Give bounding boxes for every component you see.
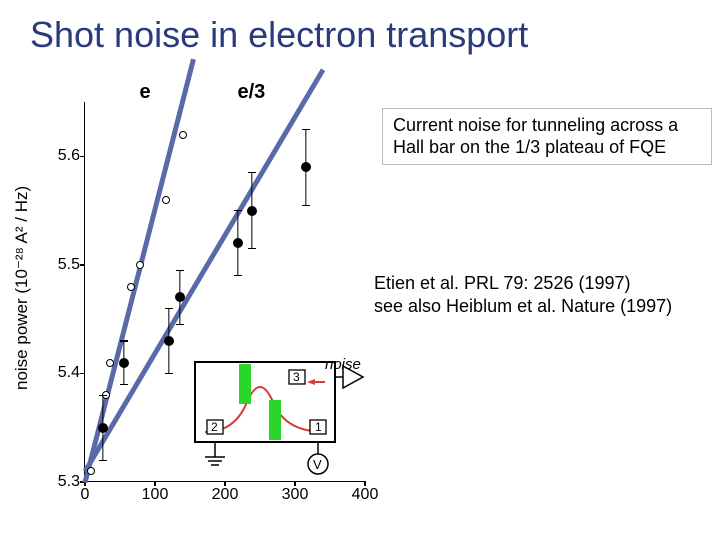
data-point-open bbox=[106, 359, 114, 367]
data-point-filled bbox=[98, 423, 108, 433]
y-tick-label: 5.6 bbox=[40, 147, 80, 165]
data-point-filled bbox=[233, 238, 243, 248]
x-tick-label: 400 bbox=[352, 486, 379, 504]
svg-text:1: 1 bbox=[315, 420, 322, 434]
svg-text:V: V bbox=[313, 457, 322, 472]
data-point-open bbox=[162, 196, 170, 204]
data-point-filled bbox=[164, 336, 174, 346]
y-tick-label: 5.3 bbox=[40, 473, 80, 491]
scatter-chart: noise power (10⁻²⁸ A² / Hz) 3 1 2 bbox=[10, 90, 380, 520]
data-point-filled bbox=[247, 206, 257, 216]
data-point-open bbox=[179, 131, 187, 139]
data-point-open bbox=[127, 283, 135, 291]
x-tick-label: 200 bbox=[212, 486, 239, 504]
y-tick-label: 5.4 bbox=[40, 364, 80, 382]
data-point-filled bbox=[175, 292, 185, 302]
citation-line-2: see also Heiblum et al. Nature (1997) bbox=[374, 295, 720, 318]
x-tick-label: 100 bbox=[142, 486, 169, 504]
noise-label: noise bbox=[325, 356, 361, 373]
x-tick-label: 0 bbox=[81, 486, 90, 504]
svg-text:3: 3 bbox=[293, 370, 300, 384]
plot-region: 3 1 2 V noise 5.35.45.55.60100200300400e… bbox=[84, 102, 364, 482]
citation-line-1: Etien et al. PRL 79: 2526 (1997) bbox=[374, 272, 720, 295]
circuit-inset: 3 1 2 V noise bbox=[185, 342, 365, 482]
data-point-filled bbox=[301, 162, 311, 172]
svg-text:2: 2 bbox=[211, 420, 218, 434]
data-point-filled bbox=[119, 358, 129, 368]
series-label: e bbox=[140, 81, 151, 104]
figure-caption: Current noise for tunneling across a Hal… bbox=[382, 108, 712, 165]
y-tick-label: 5.5 bbox=[40, 256, 80, 274]
series-label: e/3 bbox=[238, 81, 266, 104]
citation: Etien et al. PRL 79: 2526 (1997) see als… bbox=[374, 272, 720, 317]
y-axis-label: noise power (10⁻²⁸ A² / Hz) bbox=[12, 186, 32, 390]
data-point-open bbox=[87, 467, 95, 475]
data-point-open bbox=[136, 261, 144, 269]
slide-title: Shot noise in electron transport bbox=[30, 14, 528, 56]
x-tick-label: 300 bbox=[282, 486, 309, 504]
